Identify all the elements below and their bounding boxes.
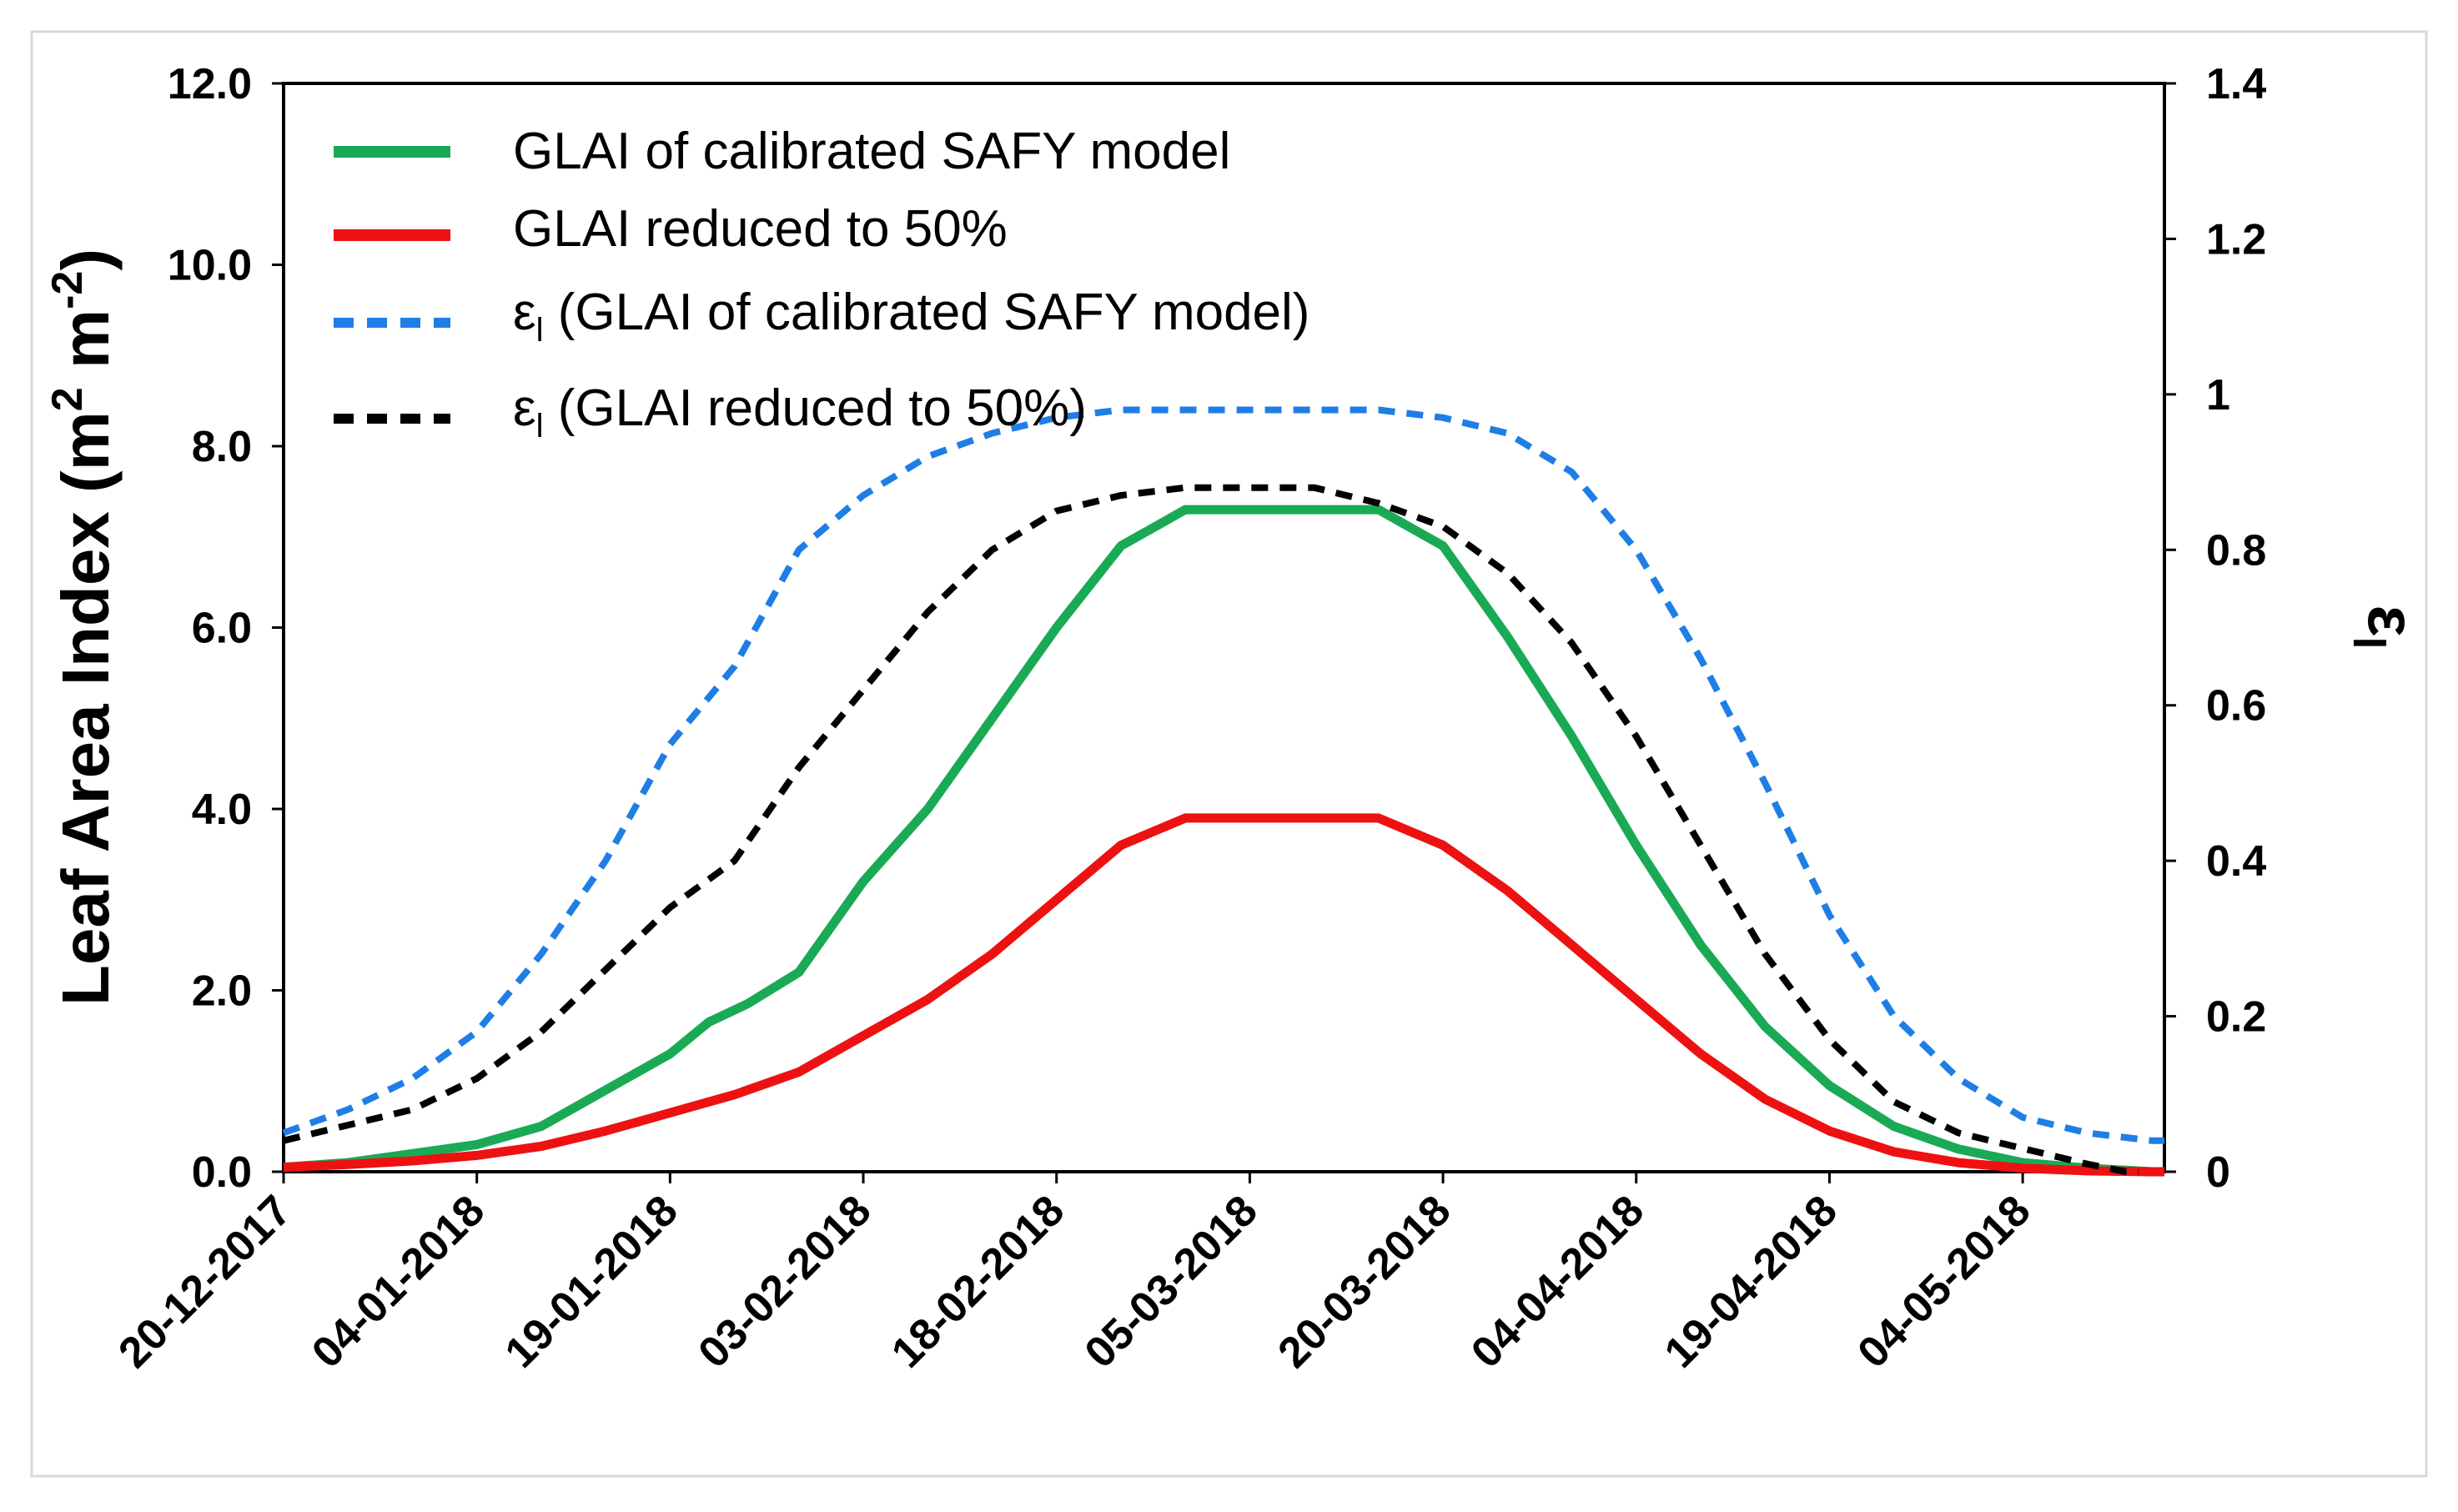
y-tick-label: 2.0 xyxy=(192,967,252,1016)
legend: GLAI of calibrated SAFY model GLAI reduc… xyxy=(334,123,1309,445)
y2-tick-label: 0.6 xyxy=(2206,682,2266,731)
y-tick-label: 10.0 xyxy=(168,242,252,290)
y2-tick-label: 1.4 xyxy=(2206,60,2266,108)
right-y-axis-title: εl xyxy=(2344,605,2429,650)
y2-tick-label: 1 xyxy=(2206,371,2230,419)
y2-tick-label: 0.2 xyxy=(2206,993,2266,1042)
y2-tick-label: 0.8 xyxy=(2206,526,2266,575)
y2-tick-label: 0.4 xyxy=(2206,837,2266,886)
series-line-3 xyxy=(282,406,2164,1144)
series-line-4 xyxy=(283,484,2139,1175)
figure-border xyxy=(30,30,2428,1478)
legend-label-glai-reduced: GLAI reduced to 50% xyxy=(513,200,1008,258)
legend-label-glai-calibrated: GLAI of calibrated SAFY model xyxy=(513,123,1230,180)
y-tick-label: 0.0 xyxy=(192,1148,252,1197)
y-tick-label: 4.0 xyxy=(192,786,252,834)
left-y-axis-ticks: 0.0 2.0 4.0 6.0 8.0 10.0 12.0 xyxy=(168,60,284,1197)
y2-tick-label: 1.2 xyxy=(2206,215,2266,264)
y2-tick-label: 0 xyxy=(2206,1148,2230,1197)
y-tick-label: 6.0 xyxy=(192,605,252,653)
right-y-axis-ticks: 0 0.2 0.4 0.6 0.8 1 1.2 1.4 xyxy=(2164,60,2266,1197)
y-tick-label: 8.0 xyxy=(192,423,252,471)
series-lines xyxy=(282,406,2164,1177)
y-tick-label: 12.0 xyxy=(168,60,252,108)
left-y-axis-title: Leaf Area Index (m2 m-2) xyxy=(43,249,123,1006)
series-line-2 xyxy=(283,813,2164,1177)
series-line-1 xyxy=(283,505,2164,1177)
legend-label-epsilon-calibrated: εl (GLAI of calibrated SAFY model) xyxy=(513,284,1309,349)
legend-label-epsilon-reduced: εl (GLAI reduced to 50%) xyxy=(513,379,1087,445)
